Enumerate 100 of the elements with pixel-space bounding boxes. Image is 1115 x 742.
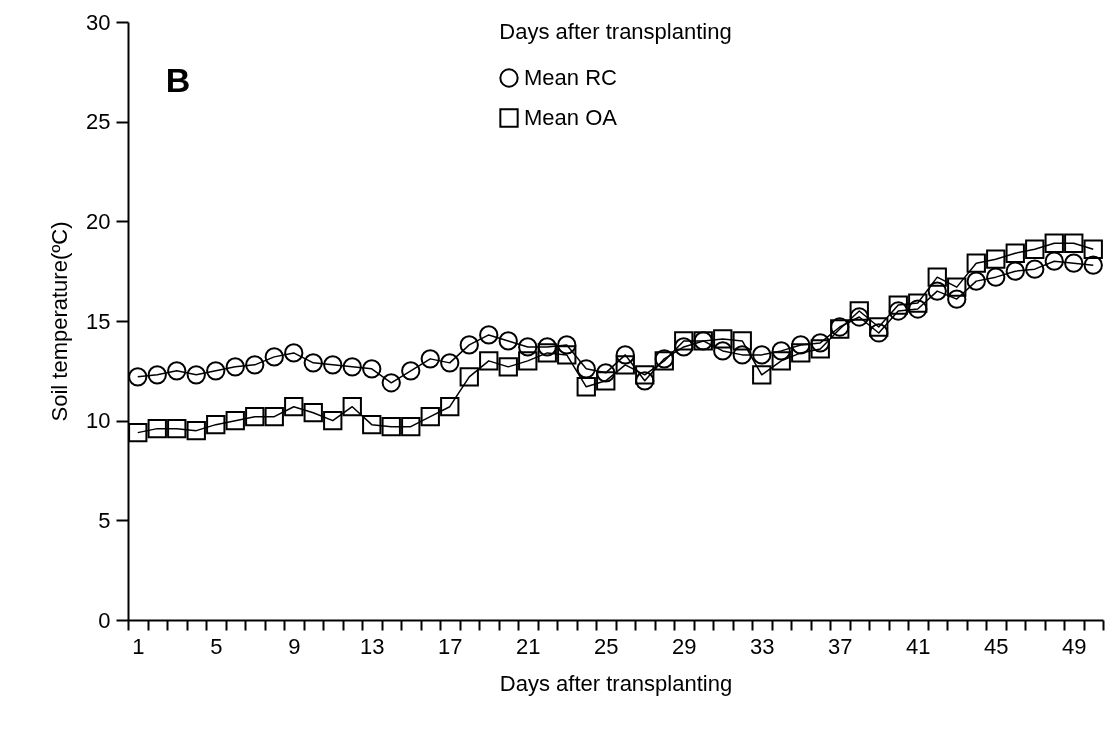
point: [1025, 239, 1045, 259]
x-tick-label: 29: [672, 633, 697, 659]
point: [752, 365, 772, 385]
point: [459, 335, 479, 355]
y-tick-label: 30: [86, 9, 111, 35]
point: [498, 357, 518, 377]
x-tick-label: 17: [438, 633, 463, 659]
point: [927, 281, 947, 301]
point: [1083, 255, 1103, 275]
point: [732, 345, 752, 365]
point: [557, 345, 577, 365]
point: [147, 365, 167, 385]
point: [518, 351, 538, 371]
point: [167, 418, 187, 439]
point: [342, 397, 362, 417]
point: [381, 416, 401, 437]
x-tick-label: 49: [1062, 633, 1087, 659]
point: [401, 416, 421, 437]
legend-label: Mean RC: [524, 65, 618, 90]
point: [342, 357, 362, 377]
point: [888, 301, 908, 321]
point: [674, 337, 694, 357]
point: [128, 367, 148, 387]
y-tick-label: 25: [86, 109, 111, 135]
point: [440, 397, 460, 417]
point: [596, 363, 616, 383]
y-tick-label: 5: [98, 507, 111, 533]
point: [1044, 251, 1064, 271]
point: [245, 355, 265, 375]
point: [1025, 259, 1045, 279]
point: [986, 267, 1006, 287]
point: [264, 407, 284, 427]
x-tick-label: 41: [906, 633, 931, 659]
point: [908, 293, 928, 313]
point: [849, 301, 869, 321]
point: [537, 343, 557, 363]
point: [596, 371, 616, 391]
x-tick-label: 1: [132, 633, 145, 659]
point: [908, 299, 928, 319]
x-tick-label: 5: [210, 633, 223, 659]
point: [1005, 261, 1025, 281]
x-tick-label: 33: [750, 633, 775, 659]
point: [401, 361, 421, 381]
point: [557, 335, 577, 355]
chart-title: Days after transplanting: [499, 19, 732, 44]
point: [869, 317, 889, 337]
point: [128, 422, 148, 443]
point: [362, 414, 382, 435]
y-tick-label: 0: [98, 607, 111, 633]
point: [1064, 253, 1084, 273]
point: [147, 418, 167, 439]
point: [947, 277, 967, 297]
point: [498, 331, 518, 351]
point: [206, 414, 226, 435]
y-tick-label: 15: [86, 308, 111, 334]
point: [303, 353, 323, 373]
point: [225, 411, 245, 431]
point: [1064, 233, 1084, 253]
point: [362, 359, 382, 379]
point: [323, 355, 343, 375]
point: [771, 341, 791, 361]
point: [167, 361, 187, 381]
point: [1083, 239, 1103, 259]
x-tick-label: 21: [516, 633, 541, 659]
y-tick-label: 20: [86, 208, 111, 234]
point: [381, 373, 401, 393]
annotation: B: [165, 61, 191, 99]
point: [206, 361, 226, 381]
point: [947, 289, 967, 309]
point: [615, 345, 635, 365]
point: [576, 359, 596, 379]
y-tick-label: 10: [86, 408, 111, 434]
point: [635, 371, 655, 391]
legend-label: Mean OA: [524, 105, 618, 130]
x-tick-label: 45: [984, 633, 1009, 659]
point: [986, 249, 1006, 269]
point: [752, 345, 772, 365]
point: [537, 337, 557, 357]
point: [303, 403, 323, 423]
point: [713, 341, 733, 361]
point: [264, 347, 284, 367]
point: [674, 331, 694, 351]
point: [186, 365, 206, 385]
point: [732, 331, 752, 351]
x-tick-label: 9: [288, 633, 301, 659]
x-tick-label: 37: [828, 633, 853, 659]
point: [810, 339, 830, 359]
point: [284, 397, 304, 417]
point: [479, 351, 499, 371]
point: [1005, 243, 1025, 263]
point: [576, 377, 596, 397]
point: [420, 349, 440, 369]
point: [323, 411, 343, 431]
point: [849, 307, 869, 327]
point: [791, 335, 811, 355]
x-tick-label: 13: [360, 633, 385, 659]
point: [927, 267, 947, 287]
point: [440, 353, 460, 373]
point: [284, 343, 304, 363]
point: [1044, 233, 1064, 253]
